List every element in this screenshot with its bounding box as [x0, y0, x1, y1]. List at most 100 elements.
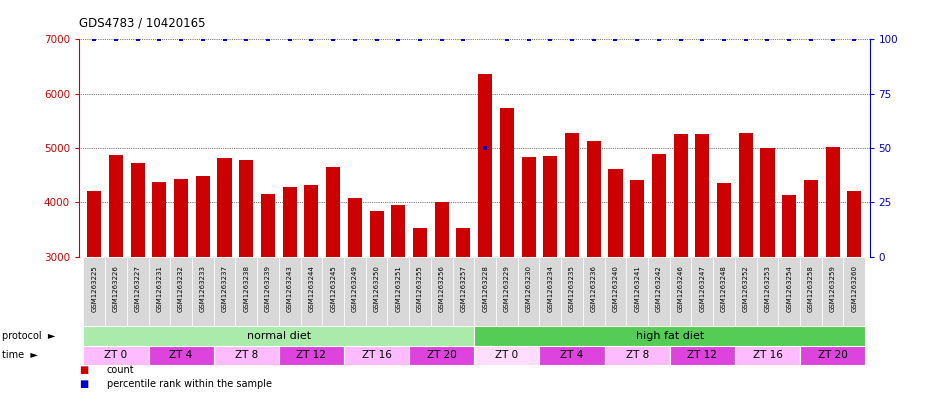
Bar [149, 257, 170, 326]
Bar [87, 191, 101, 393]
Point [804, 36, 818, 42]
Bar [826, 147, 840, 393]
Text: GSM1263230: GSM1263230 [525, 265, 532, 312]
Bar [522, 157, 536, 393]
Point [130, 36, 145, 42]
Point [760, 36, 775, 42]
Point [543, 36, 558, 42]
Bar [474, 257, 496, 326]
Bar [126, 257, 149, 326]
Bar [822, 257, 844, 326]
Bar [499, 108, 514, 393]
Point [456, 36, 471, 42]
Text: GSM1263248: GSM1263248 [721, 265, 727, 312]
Bar [761, 148, 775, 393]
Bar [604, 257, 626, 326]
Bar [778, 257, 800, 326]
Text: GSM1263232: GSM1263232 [179, 265, 184, 312]
Bar [196, 176, 210, 393]
Text: GSM1263247: GSM1263247 [699, 265, 705, 312]
Bar [257, 257, 279, 326]
Bar [539, 345, 604, 365]
Text: GSM1263256: GSM1263256 [439, 265, 445, 312]
Text: GSM1263226: GSM1263226 [113, 265, 119, 312]
Text: GSM1263249: GSM1263249 [352, 265, 358, 312]
Text: GSM1263258: GSM1263258 [808, 265, 814, 312]
Bar [631, 180, 644, 393]
Bar [323, 257, 344, 326]
Point [283, 36, 298, 42]
Point [847, 36, 862, 42]
Point [217, 36, 232, 42]
Bar [561, 257, 583, 326]
Bar [692, 257, 713, 326]
Bar [735, 257, 757, 326]
Point [782, 36, 797, 42]
Point [673, 36, 688, 42]
Text: ZT 20: ZT 20 [427, 351, 457, 360]
Text: ZT 8: ZT 8 [234, 351, 258, 360]
Point [109, 36, 124, 42]
Bar [696, 134, 710, 393]
Bar [543, 156, 557, 393]
Text: GSM1263259: GSM1263259 [830, 265, 836, 312]
Text: high fat diet: high fat diet [635, 331, 704, 341]
Bar [409, 345, 474, 365]
Bar [218, 158, 232, 393]
Bar [670, 257, 692, 326]
Text: ZT 12: ZT 12 [687, 351, 717, 360]
Bar [673, 134, 687, 393]
Text: ZT 16: ZT 16 [362, 351, 392, 360]
Text: GSM1263242: GSM1263242 [656, 265, 662, 312]
Text: GSM1263257: GSM1263257 [460, 265, 467, 312]
Point [608, 36, 623, 42]
Text: time  ►: time ► [2, 351, 38, 360]
Point [586, 36, 601, 42]
Point [174, 36, 189, 42]
Bar [782, 195, 796, 393]
Text: GSM1263227: GSM1263227 [135, 265, 140, 312]
Bar [174, 179, 188, 393]
Point [478, 145, 493, 151]
Bar [409, 257, 431, 326]
Bar [478, 74, 492, 393]
Text: GSM1263239: GSM1263239 [265, 265, 271, 312]
Text: ZT 16: ZT 16 [752, 351, 782, 360]
Point [260, 36, 275, 42]
Text: GSM1263252: GSM1263252 [743, 265, 749, 312]
Bar [565, 133, 579, 393]
Bar [804, 180, 818, 393]
Bar [192, 257, 214, 326]
Bar [431, 257, 453, 326]
Text: GSM1263246: GSM1263246 [678, 265, 684, 312]
Bar [713, 257, 735, 326]
Bar [800, 345, 865, 365]
Bar [235, 257, 257, 326]
Text: ZT 8: ZT 8 [626, 351, 649, 360]
Point [825, 36, 840, 42]
Bar [392, 204, 405, 393]
Bar [453, 257, 474, 326]
Bar [239, 160, 253, 393]
Point [651, 36, 666, 42]
Bar [84, 345, 149, 365]
Bar [648, 257, 670, 326]
Bar [344, 345, 409, 365]
Bar [583, 257, 604, 326]
Bar [170, 257, 192, 326]
Bar [279, 257, 300, 326]
Text: ZT 4: ZT 4 [169, 351, 193, 360]
Bar [369, 211, 384, 393]
Bar [474, 345, 539, 365]
Bar [608, 169, 622, 393]
Text: ZT 4: ZT 4 [561, 351, 584, 360]
Text: GSM1263255: GSM1263255 [417, 265, 423, 312]
Text: GSM1263233: GSM1263233 [200, 265, 206, 312]
Point [717, 36, 732, 42]
Text: ZT 20: ZT 20 [817, 351, 847, 360]
Text: GSM1263231: GSM1263231 [156, 265, 163, 312]
Text: ZT 0: ZT 0 [496, 351, 518, 360]
Bar [626, 257, 648, 326]
Bar [457, 228, 471, 393]
Point [152, 36, 166, 42]
